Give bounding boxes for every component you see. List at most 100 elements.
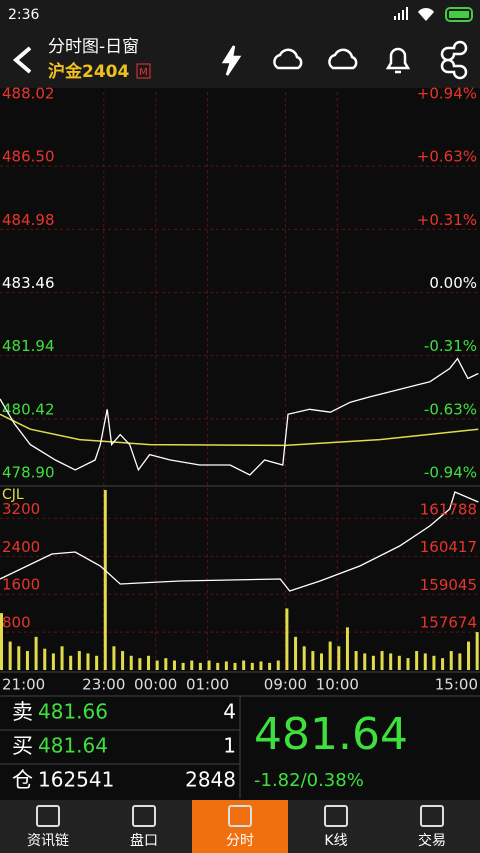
volume-bar bbox=[276, 660, 280, 670]
tab-icon bbox=[132, 805, 156, 827]
tab-bar: 资讯链 盘口 分时 K线 交易 bbox=[0, 800, 480, 853]
volume-bar bbox=[233, 662, 237, 670]
header-title: 分时图-日窗 bbox=[48, 37, 139, 57]
percent-tick-label: -0.94% bbox=[424, 464, 477, 482]
tab[interactable]: 交易 bbox=[418, 805, 446, 849]
volume-bar bbox=[198, 662, 202, 670]
percent-tick-label: -0.63% bbox=[424, 400, 477, 418]
volume-tick-label: 2400 bbox=[2, 538, 40, 556]
cloud-flash[interactable] bbox=[273, 48, 303, 70]
volume-bar bbox=[467, 641, 471, 670]
oi-label: 仓 bbox=[12, 768, 33, 792]
sell-price: 481.66 bbox=[38, 700, 108, 724]
volume-bar bbox=[43, 648, 47, 670]
volume-tick-label: 800 bbox=[2, 614, 31, 632]
back-button[interactable] bbox=[12, 46, 32, 74]
oi-value: 162541 bbox=[38, 768, 114, 792]
price-tick-label: 484.98 bbox=[2, 211, 55, 229]
volume-bar bbox=[302, 646, 306, 670]
tab[interactable]: 盘口 bbox=[130, 805, 158, 849]
volume-bar bbox=[25, 651, 29, 670]
volume-bar bbox=[432, 655, 436, 670]
oi-change: 2848 bbox=[185, 768, 236, 792]
volume-bar bbox=[415, 651, 419, 670]
volume-bar bbox=[224, 661, 228, 670]
tab[interactable]: K线 bbox=[324, 805, 348, 849]
percent-tick-label: -0.31% bbox=[424, 337, 477, 355]
volume-bar bbox=[17, 646, 21, 670]
alert-icon[interactable] bbox=[385, 47, 411, 74]
volume-bar bbox=[77, 651, 81, 670]
tab[interactable]: 资讯链 bbox=[27, 805, 69, 849]
volume-bar bbox=[190, 660, 194, 670]
volume-bar bbox=[423, 653, 427, 670]
x-tick-label: 10:00 bbox=[316, 676, 359, 694]
chart: 21:00 23:00 00:00 01:00 09:00 10:00 15:00 488.0… bbox=[0, 85, 480, 694]
flash-icon[interactable] bbox=[221, 45, 242, 76]
volume-tick-label: 1600 bbox=[2, 576, 40, 594]
last-price: 481.64 bbox=[254, 709, 408, 760]
price-tick-label: 481.94 bbox=[2, 337, 55, 355]
percent-tick-label: 0.00% bbox=[429, 274, 477, 292]
percent-tick-label: +0.31% bbox=[417, 211, 477, 229]
volume-bar bbox=[129, 655, 133, 670]
volume-bar bbox=[103, 490, 107, 670]
tab-icon bbox=[324, 805, 348, 827]
x-tick-label: 21:00 bbox=[2, 676, 45, 694]
volume-bar bbox=[60, 646, 64, 670]
volume-bar bbox=[268, 662, 272, 670]
volume-bar bbox=[216, 662, 220, 670]
volume-bar bbox=[294, 636, 298, 670]
volume-bar bbox=[441, 658, 445, 670]
volume-bar bbox=[458, 653, 462, 670]
tab-label: K线 bbox=[324, 833, 347, 849]
volume-bar bbox=[121, 651, 125, 670]
volume-bar bbox=[164, 658, 168, 670]
volume-bar bbox=[380, 651, 384, 670]
oi-tick-label: 159045 bbox=[420, 576, 477, 594]
volume-bar bbox=[34, 636, 38, 670]
x-tick-label: 15:00 bbox=[435, 676, 478, 694]
price-line bbox=[0, 357, 479, 476]
x-tick-label: 09:00 bbox=[264, 676, 307, 694]
volume-bar bbox=[397, 655, 401, 670]
volume-bar bbox=[337, 646, 341, 670]
status-icons bbox=[394, 7, 473, 22]
volume-bar bbox=[95, 655, 99, 670]
volume-bar bbox=[207, 660, 211, 670]
volume-bar bbox=[242, 660, 246, 670]
tab-label: 盘口 bbox=[130, 832, 158, 849]
menu-icon[interactable] bbox=[440, 40, 468, 80]
volume-bar bbox=[363, 653, 367, 670]
status-time: 2:36 bbox=[8, 7, 40, 23]
volume-bar bbox=[320, 653, 323, 670]
buy-price: 481.64 bbox=[38, 734, 108, 758]
buy-label: 买 bbox=[12, 734, 33, 758]
oi-tick-label: 160417 bbox=[420, 538, 477, 556]
volume-tick-label: 3200 bbox=[2, 500, 40, 518]
sell-qty: 4 bbox=[223, 700, 236, 724]
volume-bar bbox=[86, 653, 90, 670]
x-tick-label: 23:00 bbox=[82, 676, 125, 694]
quote-panel: 卖 481.66 4 买 481.64 1 仓 162541 2848 481.… bbox=[0, 695, 480, 798]
volume-bar bbox=[138, 658, 142, 670]
tab[interactable]: 分时 bbox=[192, 800, 288, 853]
badge: M bbox=[139, 67, 148, 78]
volume-bar bbox=[354, 651, 358, 670]
sell-label: 卖 bbox=[12, 700, 33, 724]
volume-bar bbox=[172, 660, 176, 670]
volume-bar bbox=[406, 658, 410, 670]
volume-bar bbox=[155, 660, 159, 670]
cloud-sync[interactable] bbox=[328, 48, 358, 70]
x-tick-label: 00:00 bbox=[134, 676, 177, 694]
volume-bar bbox=[181, 662, 185, 670]
tab-icon bbox=[36, 805, 60, 827]
percent-tick-label: +0.94% bbox=[417, 85, 477, 103]
header-icons bbox=[221, 40, 468, 80]
volume-bar bbox=[0, 613, 3, 670]
header-symbol: 沪金2404 bbox=[48, 61, 129, 82]
price-tick-label: 486.50 bbox=[2, 148, 55, 166]
oi-tick-label: 161788 bbox=[420, 501, 477, 519]
volume-bar bbox=[311, 651, 315, 670]
open-interest-line bbox=[0, 491, 479, 592]
